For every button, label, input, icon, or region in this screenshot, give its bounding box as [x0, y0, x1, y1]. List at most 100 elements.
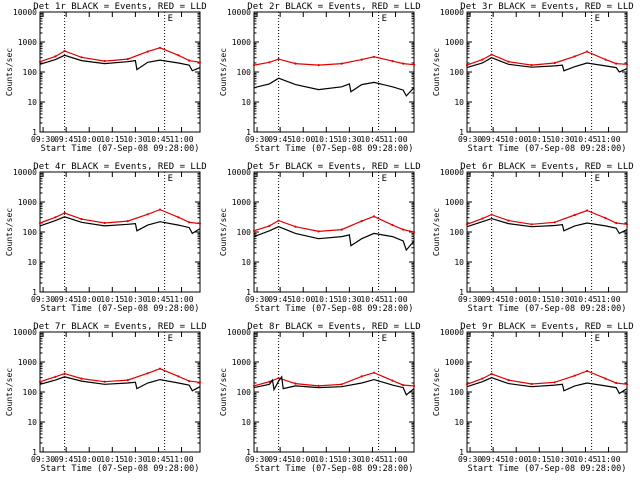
lld-point: [372, 371, 376, 374]
y-tick-label: 1000: [18, 38, 37, 47]
lld-point: [391, 224, 394, 227]
event-marker-label: E: [168, 14, 173, 24]
x-tick-label: 10:15: [100, 135, 124, 144]
events-series-line: [39, 54, 201, 72]
y-tick-label: 1: [459, 288, 464, 297]
lld-point: [317, 64, 320, 67]
lld-point: [103, 221, 106, 225]
events-series-line: [253, 77, 415, 97]
y-tick-label: 10: [454, 98, 464, 107]
detector-panel: Det 9r BLACK = Events, RED = LLD 1 10 100 10…: [432, 322, 634, 474]
x-tick-label: 10:15: [314, 455, 338, 464]
lld-point: [54, 55, 57, 58]
x-tick-label: 09:30: [31, 295, 55, 304]
x-axis-label: Start Time (07-Sep-08 09:28:00): [468, 304, 627, 314]
lld-point: [198, 61, 202, 64]
events-series-line: [253, 226, 415, 252]
x-tick-label: 09:45: [54, 295, 78, 304]
lld-point: [391, 60, 394, 63]
y-tick-label: 1: [246, 288, 251, 297]
event-marker-label: E: [382, 14, 387, 24]
lld-point: [490, 213, 493, 216]
panel-title: Det 4r BLACK = Events, RED = LLD: [33, 162, 206, 172]
lld-point: [38, 380, 42, 383]
lld-point: [277, 219, 280, 222]
lld-point: [317, 230, 320, 233]
plot-frame: [253, 11, 415, 133]
lld-point: [625, 223, 629, 226]
y-tick-label: 10: [241, 418, 251, 427]
lld-point: [481, 58, 484, 61]
x-tick-label: 11:00: [383, 135, 407, 144]
x-tick-label: 10:00: [291, 295, 315, 304]
panel-title: Det 8r BLACK = Events, RED = LLD: [247, 322, 420, 332]
lld-point: [465, 64, 469, 67]
lld-point: [360, 220, 363, 223]
lld-point: [294, 62, 297, 65]
lld-point: [38, 221, 42, 225]
y-tick-label: 10000: [440, 8, 464, 17]
lld-point: [507, 219, 510, 222]
lld-point: [177, 216, 180, 219]
lld-point: [604, 217, 607, 220]
y-axis-label: Counts/sec: [5, 368, 14, 416]
y-tick-label: 1: [32, 128, 37, 137]
lld-point: [340, 383, 343, 386]
lld-series-line: [253, 215, 415, 233]
x-tick-label: 11:00: [169, 295, 193, 304]
y-tick-label: 1: [459, 128, 464, 137]
lld-point: [573, 374, 576, 377]
x-tick-label: 10:30: [550, 295, 574, 304]
x-axis-label: Start Time (07-Sep-08 09:28:00): [255, 464, 414, 474]
y-tick-label: 100: [237, 228, 252, 237]
y-tick-label: 10000: [440, 168, 464, 177]
x-tick-label: 10:00: [504, 455, 528, 464]
y-axis-label: Counts/sec: [219, 368, 228, 416]
plot-frame: [253, 331, 415, 453]
lld-series-line: [253, 56, 415, 66]
detector-panel: Det 7r BLACK = Events, RED = LLD 1 10 100 10…: [5, 322, 207, 474]
x-tick-label: 09:45: [268, 135, 292, 144]
lld-point: [553, 61, 556, 65]
lld-point: [103, 60, 106, 63]
lld-point: [372, 215, 376, 218]
lld-point: [63, 49, 66, 53]
lld-point: [38, 60, 42, 63]
y-tick-label: 10: [27, 418, 37, 427]
x-tick-label: 09:30: [458, 135, 482, 144]
lld-point: [530, 64, 533, 67]
y-tick-label: 10: [454, 258, 464, 267]
panel-title: Det 2r BLACK = Events, RED = LLD: [247, 2, 420, 12]
lld-point: [481, 217, 484, 220]
event-marker-label: E: [595, 174, 600, 184]
y-tick-label: 100: [450, 228, 465, 237]
lld-point: [604, 377, 607, 380]
y-tick-label: 1: [32, 288, 37, 297]
event-marker-label: E: [382, 334, 387, 344]
x-tick-label: 09:45: [481, 135, 505, 144]
panel-title: Det 7r BLACK = Events, RED = LLD: [33, 322, 206, 332]
x-tick-label: 10:30: [550, 135, 574, 144]
lld-point: [615, 62, 618, 65]
lld-point: [126, 379, 129, 382]
y-tick-label: 1000: [18, 358, 37, 367]
y-tick-label: 10000: [227, 8, 251, 17]
x-tick-label: 10:15: [527, 455, 551, 464]
y-tick-label: 10000: [13, 328, 37, 337]
x-tick-label: 10:45: [573, 135, 597, 144]
x-tick-label: 10:45: [360, 135, 384, 144]
x-tick-label: 10:45: [360, 455, 384, 464]
x-tick-label: 10:45: [573, 295, 597, 304]
lld-point: [198, 381, 202, 384]
detector-panel: Det 2r BLACK = Events, RED = LLD 1 10 100 10…: [219, 2, 421, 154]
lld-point: [277, 377, 280, 380]
lld-point: [412, 230, 416, 234]
x-tick-label: 10:15: [314, 295, 338, 304]
lld-point: [585, 50, 589, 53]
y-tick-label: 1: [246, 128, 251, 137]
y-tick-label: 1: [246, 448, 251, 457]
y-axis-label: Counts/sec: [219, 48, 228, 96]
plot-frame: [466, 11, 628, 133]
event-marker-label: E: [595, 14, 600, 24]
y-tick-label: 100: [237, 68, 252, 77]
